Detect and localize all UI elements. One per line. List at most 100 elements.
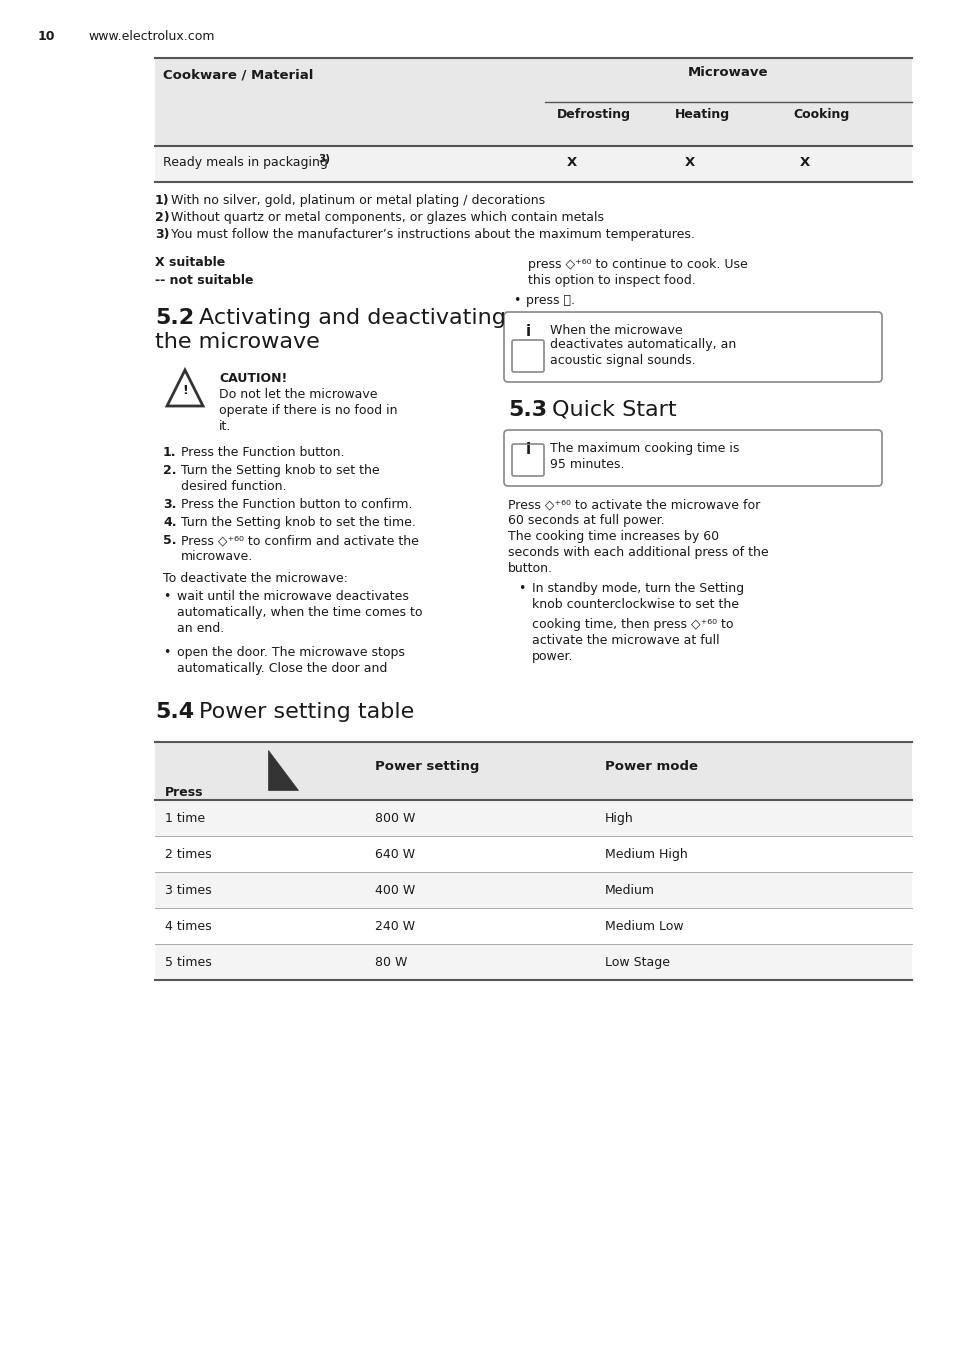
Text: press ◇⁺⁶⁰ to continue to cook. Use: press ◇⁺⁶⁰ to continue to cook. Use bbox=[527, 259, 747, 271]
Text: Turn the Setting knob to set the time.: Turn the Setting knob to set the time. bbox=[181, 516, 416, 529]
Text: Power setting table: Power setting table bbox=[199, 701, 414, 722]
Text: The cooking time increases by 60: The cooking time increases by 60 bbox=[507, 529, 719, 543]
Text: 5.: 5. bbox=[163, 533, 176, 547]
Text: Press: Press bbox=[165, 787, 203, 799]
Text: 4.: 4. bbox=[163, 516, 176, 529]
Text: Quick Start: Quick Start bbox=[552, 399, 676, 420]
Text: X: X bbox=[800, 156, 809, 169]
Text: automatically. Close the door and: automatically. Close the door and bbox=[177, 662, 387, 676]
Text: Power mode: Power mode bbox=[604, 760, 698, 773]
Text: microwave.: microwave. bbox=[181, 550, 253, 563]
Text: With no silver, gold, platinum or metal plating / decorations: With no silver, gold, platinum or metal … bbox=[171, 194, 544, 207]
Text: 5.2: 5.2 bbox=[154, 307, 193, 328]
Text: 3): 3) bbox=[317, 154, 330, 164]
Text: -- not suitable: -- not suitable bbox=[154, 274, 253, 287]
Text: 2 times: 2 times bbox=[165, 848, 212, 861]
Text: •: • bbox=[163, 646, 171, 659]
Text: Microwave: Microwave bbox=[687, 66, 767, 79]
Text: 80 W: 80 W bbox=[375, 956, 407, 969]
Text: i: i bbox=[525, 324, 530, 338]
FancyBboxPatch shape bbox=[512, 340, 543, 372]
Text: 400 W: 400 W bbox=[375, 884, 415, 896]
Text: 640 W: 640 W bbox=[375, 848, 415, 861]
Text: X: X bbox=[684, 156, 695, 169]
Text: In standby mode, turn the Setting: In standby mode, turn the Setting bbox=[532, 582, 743, 594]
Bar bbox=[154, 835, 911, 872]
Text: 5.4: 5.4 bbox=[154, 701, 193, 722]
Text: When the microwave: When the microwave bbox=[550, 324, 682, 337]
Text: Heating: Heating bbox=[675, 108, 729, 121]
Text: 2.: 2. bbox=[163, 464, 176, 477]
Bar bbox=[154, 944, 911, 980]
Text: High: High bbox=[604, 812, 633, 825]
Text: desired function.: desired function. bbox=[181, 481, 286, 493]
Polygon shape bbox=[268, 750, 297, 789]
Text: 10: 10 bbox=[38, 30, 55, 43]
Text: Press ◇⁺⁶⁰ to confirm and activate the: Press ◇⁺⁶⁰ to confirm and activate the bbox=[181, 533, 418, 547]
Text: Power setting: Power setting bbox=[375, 760, 478, 773]
Text: Cooking: Cooking bbox=[792, 108, 848, 121]
Text: Do not let the microwave: Do not let the microwave bbox=[219, 389, 377, 401]
Text: The maximum cooking time is: The maximum cooking time is bbox=[550, 441, 739, 455]
Text: power.: power. bbox=[532, 650, 573, 663]
Text: Activating and deactivating: Activating and deactivating bbox=[199, 307, 505, 328]
Text: Press ◇⁺⁶⁰ to activate the microwave for: Press ◇⁺⁶⁰ to activate the microwave for bbox=[507, 498, 760, 510]
FancyBboxPatch shape bbox=[503, 311, 882, 382]
Text: automatically, when the time comes to: automatically, when the time comes to bbox=[177, 607, 422, 619]
Text: button.: button. bbox=[507, 562, 553, 575]
Text: Defrosting: Defrosting bbox=[557, 108, 630, 121]
Bar bbox=[154, 872, 911, 909]
Text: 3.: 3. bbox=[163, 498, 176, 510]
Text: Turn the Setting knob to set the: Turn the Setting knob to set the bbox=[181, 464, 379, 477]
Bar bbox=[154, 800, 911, 835]
Text: •: • bbox=[517, 582, 525, 594]
Text: knob counterclockwise to set the: knob counterclockwise to set the bbox=[532, 598, 739, 611]
Text: activate the microwave at full: activate the microwave at full bbox=[532, 634, 719, 647]
Text: Medium: Medium bbox=[604, 884, 655, 896]
Text: 4 times: 4 times bbox=[165, 919, 212, 933]
Text: 2): 2) bbox=[154, 211, 170, 223]
Text: it.: it. bbox=[219, 420, 232, 433]
Text: 3): 3) bbox=[154, 227, 170, 241]
Text: You must follow the manufacturer’s instructions about the maximum temperatures.: You must follow the manufacturer’s instr… bbox=[171, 227, 694, 241]
Text: 5.3: 5.3 bbox=[507, 399, 547, 420]
Bar bbox=[154, 146, 911, 181]
Text: To deactivate the microwave:: To deactivate the microwave: bbox=[163, 571, 348, 585]
Text: Medium High: Medium High bbox=[604, 848, 687, 861]
Text: 1.: 1. bbox=[163, 445, 176, 459]
Text: 1 time: 1 time bbox=[165, 812, 205, 825]
Text: 800 W: 800 W bbox=[375, 812, 415, 825]
Bar bbox=[154, 58, 911, 146]
Text: Cookware / Material: Cookware / Material bbox=[163, 68, 313, 81]
Text: Ready meals in packaging: Ready meals in packaging bbox=[163, 156, 332, 169]
Text: Without quartz or metal components, or glazes which contain metals: Without quartz or metal components, or g… bbox=[171, 211, 603, 223]
Text: Medium Low: Medium Low bbox=[604, 919, 683, 933]
FancyBboxPatch shape bbox=[512, 444, 543, 477]
Text: X: X bbox=[566, 156, 577, 169]
Text: •: • bbox=[163, 590, 171, 603]
Text: operate if there is no food in: operate if there is no food in bbox=[219, 403, 397, 417]
Text: www.electrolux.com: www.electrolux.com bbox=[88, 30, 214, 43]
Bar bbox=[154, 742, 911, 800]
Text: wait until the microwave deactivates: wait until the microwave deactivates bbox=[177, 590, 409, 603]
Text: Press the Function button.: Press the Function button. bbox=[181, 445, 344, 459]
Text: 240 W: 240 W bbox=[375, 919, 415, 933]
Text: 5 times: 5 times bbox=[165, 956, 212, 969]
Text: Low Stage: Low Stage bbox=[604, 956, 669, 969]
Text: !: ! bbox=[182, 385, 188, 397]
FancyBboxPatch shape bbox=[503, 431, 882, 486]
Text: seconds with each additional press of the: seconds with each additional press of th… bbox=[507, 546, 768, 559]
Text: open the door. The microwave stops: open the door. The microwave stops bbox=[177, 646, 404, 659]
Bar bbox=[154, 909, 911, 944]
Text: an end.: an end. bbox=[177, 621, 224, 635]
Text: press ⓥ.: press ⓥ. bbox=[525, 294, 575, 307]
Text: the microwave: the microwave bbox=[154, 332, 319, 352]
Text: Press the Function button to confirm.: Press the Function button to confirm. bbox=[181, 498, 412, 510]
Text: X suitable: X suitable bbox=[154, 256, 225, 269]
Text: 60 seconds at full power.: 60 seconds at full power. bbox=[507, 515, 664, 527]
Text: i: i bbox=[525, 441, 530, 458]
Text: cooking time, then press ◇⁺⁶⁰ to: cooking time, then press ◇⁺⁶⁰ to bbox=[532, 617, 733, 631]
Text: this option to inspect food.: this option to inspect food. bbox=[527, 274, 695, 287]
Text: acoustic signal sounds.: acoustic signal sounds. bbox=[550, 353, 695, 367]
Text: CAUTION!: CAUTION! bbox=[219, 372, 287, 385]
